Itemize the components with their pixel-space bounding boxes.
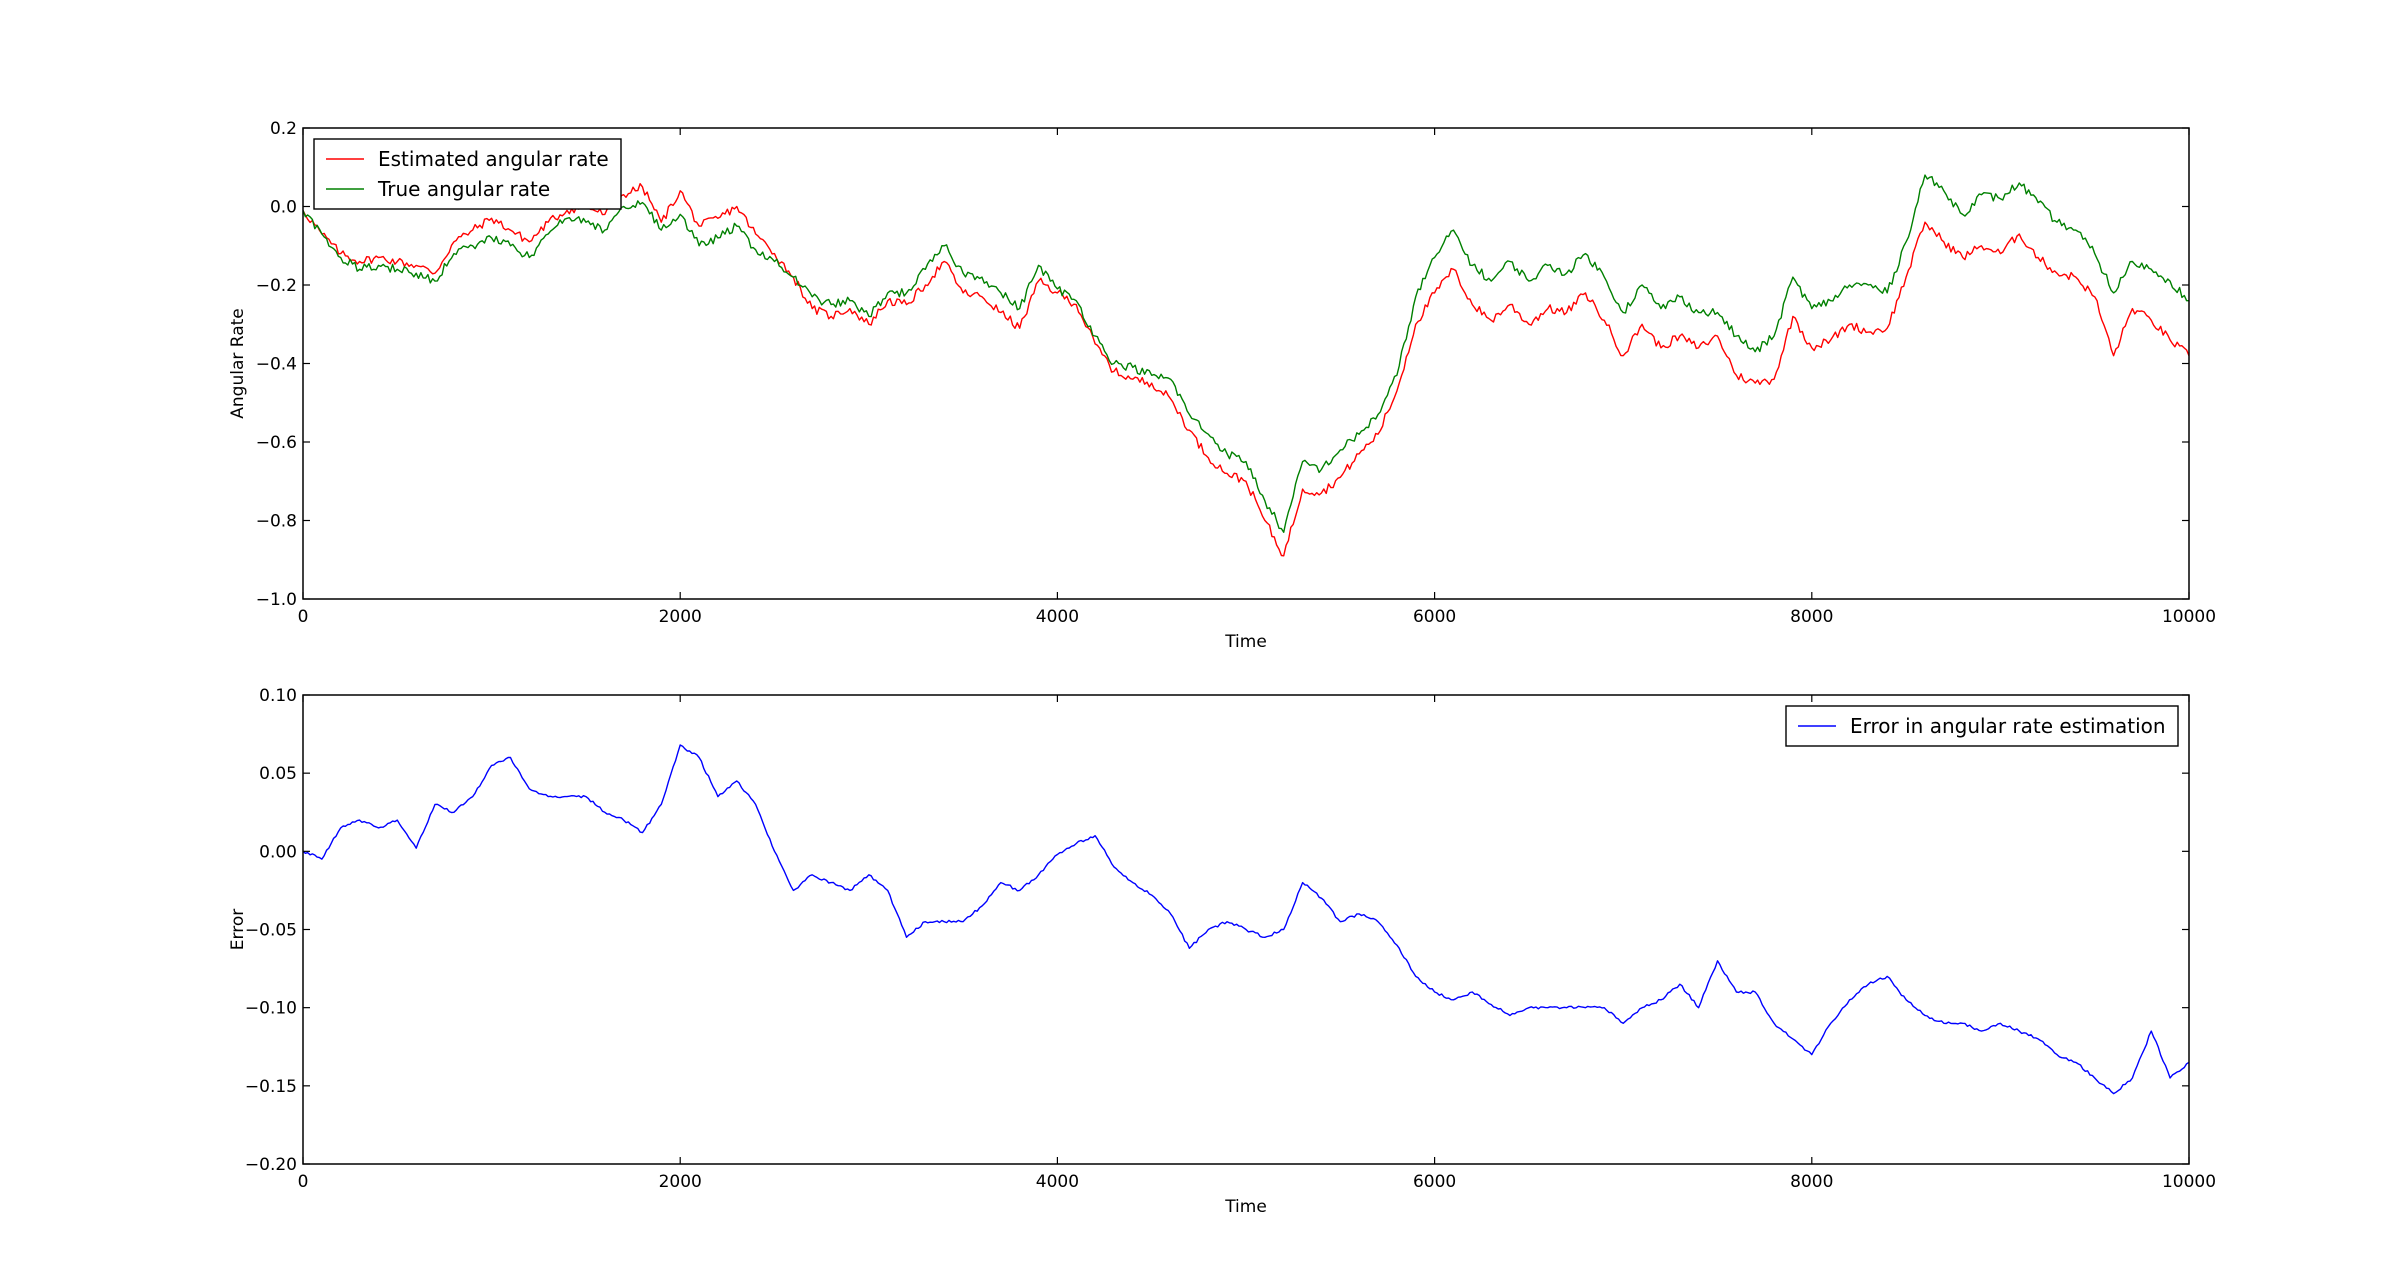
x-tick-label: 4000: [1036, 1172, 1079, 1192]
legend-box: [313, 138, 622, 210]
error-plot: 0 2000 4000 6000 8000 10000 −0.20 −0.15 −0.10 −0.…: [228, 686, 2216, 1217]
series-line-1: [303, 744, 2189, 1095]
x-tick-label: 4000: [1036, 607, 1079, 627]
legend-box: [1785, 705, 2179, 747]
x-tick-label: 6000: [1413, 607, 1456, 627]
x-tick-label: 0: [298, 607, 309, 627]
y-tick-label: −0.4: [256, 355, 297, 375]
y-tick-label: −0.2: [256, 276, 297, 296]
legend: Estimated angular rate True angular rate: [313, 138, 622, 210]
y-tick-label: 0.2: [270, 119, 297, 139]
x-tick-label: 10000: [2162, 1172, 2216, 1192]
y-tick-label: 0.10: [259, 686, 297, 706]
x-tick-label: 2000: [659, 1172, 702, 1192]
y-tick-label: −0.20: [245, 1155, 297, 1175]
y-tick-label: 0.0: [270, 198, 297, 218]
y-tick-label: 0.05: [259, 764, 297, 784]
x-tick-label: 0: [298, 1172, 309, 1192]
x-tick-label: 10000: [2162, 607, 2216, 627]
series-line-1: [303, 183, 2189, 557]
x-axis-label: Time: [1224, 632, 1267, 652]
x-tick-label: 2000: [659, 607, 702, 627]
x-axis-label: Time: [1224, 1197, 1267, 1217]
angular-rate-plot: 0 2000 4000 6000 8000 10000 −1.0 −0.8 −0.6 −0.4 −0…: [228, 119, 2216, 652]
y-axis-label: Angular Rate: [228, 308, 248, 418]
legend-label: Estimated angular rate: [378, 147, 609, 171]
y-tick-label: −0.05: [245, 921, 297, 941]
y-tick-label: −0.10: [245, 999, 297, 1019]
legend: Error in angular rate estimation: [1785, 705, 2179, 747]
x-tick-label: 8000: [1790, 1172, 1833, 1192]
legend-label: True angular rate: [377, 177, 550, 201]
y-tick-label: −0.8: [256, 512, 297, 532]
y-tick-label: −0.6: [256, 433, 297, 453]
series-line-2: [303, 174, 2189, 533]
y-tick-label: −0.15: [245, 1077, 297, 1097]
y-tick-label: −1.0: [256, 590, 297, 610]
y-tick-label: 0.00: [259, 842, 297, 862]
x-tick-label: 6000: [1413, 1172, 1456, 1192]
x-tick-label: 8000: [1790, 607, 1833, 627]
legend-label: Error in angular rate estimation: [1850, 714, 2166, 738]
y-axis-label: Error: [228, 909, 248, 950]
